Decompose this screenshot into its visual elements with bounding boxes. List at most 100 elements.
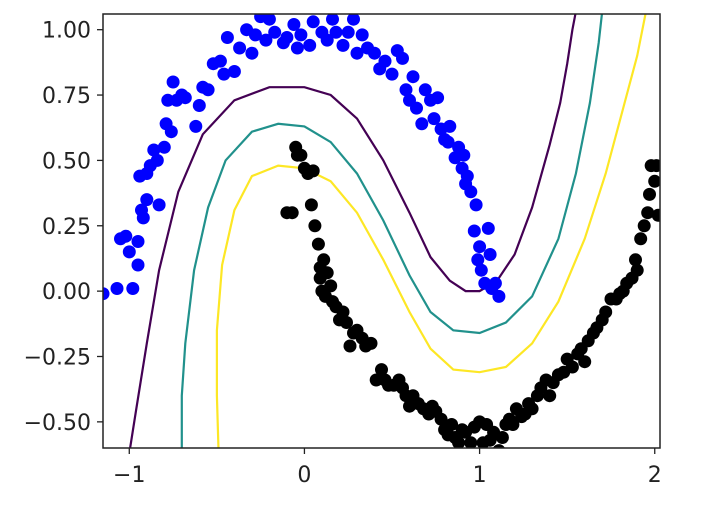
scatter-point-class-0 (131, 258, 145, 272)
scatter-point-class-0 (103, 287, 110, 301)
decision-contours (129, 14, 647, 448)
scatter-point-class-0 (306, 15, 320, 29)
scatter-point-class-1 (304, 198, 318, 212)
scatter-point-class-1 (641, 206, 655, 220)
contour-line-high (215, 14, 647, 448)
scatter-point-class-0 (460, 169, 474, 183)
scatter-point-class-0 (140, 193, 154, 207)
x-tick-label: 2 (648, 463, 662, 488)
scatter-point-class-1 (336, 305, 350, 319)
scatter-point-class-0 (464, 185, 478, 199)
scatter-point-class-0 (350, 46, 364, 60)
scatter-point-class-0 (355, 28, 369, 42)
scatter-point-class-1 (320, 266, 334, 280)
scatter-point-class-1 (340, 316, 353, 329)
scatter-point-class-1 (634, 232, 648, 246)
axes: −1 0 1 2 1.00 0.75 0.50 0.25 0.00 −0.25 −0.50 (24, 19, 662, 488)
scatter-point-class-1 (434, 412, 448, 426)
scatter-point-class-0 (178, 91, 192, 105)
scatter-point-class-0 (320, 33, 334, 47)
scatter-point-class-0 (431, 91, 445, 105)
scatter-point-class-1 (543, 389, 557, 403)
scatter-point-class-0 (415, 117, 429, 131)
scatter-point-class-0 (147, 143, 161, 157)
scatter-point-class-1 (311, 237, 325, 251)
scatter-point-class-0 (467, 224, 481, 238)
scatter-point-class-1 (495, 431, 509, 444)
scatter-point-class-1 (630, 263, 644, 277)
scatter-point-class-1 (578, 355, 592, 369)
scatter-point-class-1 (643, 187, 656, 201)
scatter-point-class-1 (506, 418, 520, 431)
scatter-point-class-0 (378, 54, 392, 68)
scatter-point-class-1 (445, 418, 459, 431)
x-tick-label: 1 (473, 463, 487, 488)
scatter-point-class-0 (443, 119, 457, 133)
scatter-point-class-0 (233, 41, 247, 55)
scatter-point-class-0 (399, 83, 413, 97)
scatter-point-class-0 (385, 67, 399, 81)
y-tick-label: −0.25 (24, 345, 91, 370)
scatter-point-class-0 (220, 31, 234, 44)
scatter-point-class-1 (464, 436, 478, 448)
scatter-point-class-1 (525, 402, 539, 416)
scatter-point-class-0 (157, 140, 171, 154)
scatter-point-class-0 (488, 276, 502, 290)
scatter-point-class-1 (650, 159, 660, 173)
scatter-point-class-1 (306, 164, 320, 178)
scatter-point-class-0 (126, 282, 140, 295)
scatter-point-class-1 (565, 360, 579, 374)
scatter-point-class-0 (368, 46, 381, 60)
scatter-point-class-0 (248, 28, 262, 42)
scatter-point-class-0 (110, 282, 124, 295)
scatter-point-class-0 (189, 119, 203, 133)
scatter-point-class-0 (152, 198, 166, 212)
scatter-point-class-1 (629, 253, 642, 267)
scatter-point-class-0 (303, 38, 317, 52)
contour-line-low (129, 14, 577, 448)
scatter-point-class-1 (375, 363, 388, 377)
y-tick-label: 0.75 (42, 84, 91, 109)
scatter-point-class-1 (343, 339, 357, 353)
scatter-point-class-1 (452, 436, 466, 448)
scatter-point-class-0 (473, 240, 487, 254)
plot-frame (102, 13, 661, 449)
scatter-point-class-0 (166, 75, 180, 89)
scatter-point-class-1 (637, 219, 651, 233)
scatter-point-class-0 (131, 235, 145, 248)
scatter-point-class-0 (122, 245, 136, 259)
scatter-point-class-0 (262, 14, 276, 26)
y-tick-label: 0.25 (42, 215, 91, 240)
scatter-point-class-1 (285, 206, 299, 220)
contour-line-mid (180, 14, 604, 448)
scatter-point-class-1 (294, 148, 308, 162)
scatter-point-class-0 (259, 33, 273, 47)
x-tick-label: −1 (113, 463, 145, 488)
scatter-point-class-1 (324, 279, 338, 293)
scatter-point-class-0 (329, 25, 343, 39)
scatter-point-class-0 (406, 70, 420, 84)
scatter-point-class-0 (150, 153, 164, 167)
scatter-point-class-1 (364, 336, 378, 350)
scatter-point-class-1 (651, 208, 660, 222)
scatter-point-class-0 (410, 101, 423, 115)
scatter-point-class-0 (347, 14, 360, 26)
scatter-point-class-1 (317, 253, 331, 267)
scatter-point-class-0 (119, 229, 133, 243)
scatter-points (103, 14, 660, 448)
scatter-point-class-0 (287, 18, 301, 31)
scatter-point-class-0 (396, 51, 409, 65)
y-tick-label: 0.00 (42, 280, 91, 305)
scatter-point-class-0 (217, 67, 231, 81)
x-tick-label: 0 (297, 463, 311, 488)
scatter-point-class-0 (481, 221, 495, 235)
scatter-point-class-1 (492, 444, 505, 448)
y-tick-label: −0.50 (24, 411, 91, 436)
scatter-point-class-0 (213, 54, 227, 68)
scatter-point-class-0 (192, 99, 206, 112)
scatter-point-class-0 (294, 28, 308, 42)
scatter-point-class-0 (492, 289, 506, 303)
scatter-point-class-0 (457, 148, 471, 162)
scatter-point-class-0 (326, 14, 339, 26)
